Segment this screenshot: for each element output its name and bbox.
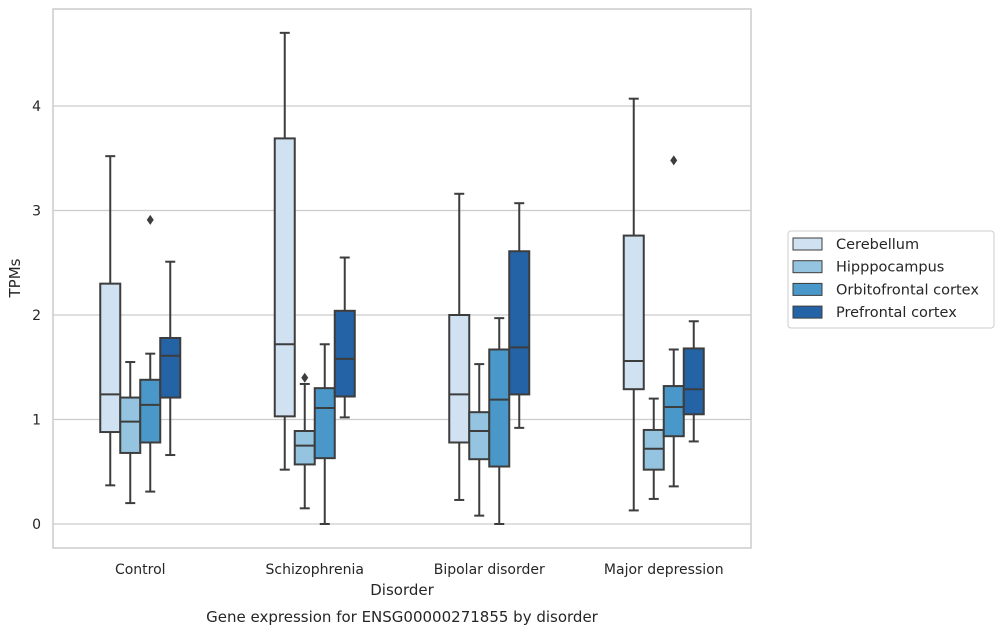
box-body (488, 348, 511, 468)
box-body (662, 385, 685, 438)
box-body (159, 336, 182, 399)
box-1-3 (139, 214, 162, 493)
box-body (99, 282, 122, 434)
box-groups (99, 31, 705, 525)
y-tick-labels: 0 1 2 3 4 (32, 99, 41, 533)
box-body (448, 314, 471, 444)
x-tick-label: Schizophrenia (266, 562, 364, 578)
box-1-4 (159, 260, 182, 457)
box-4-2 (642, 397, 665, 500)
outlier-point (301, 372, 309, 383)
y-tick-label: 1 (32, 413, 41, 429)
outlier-point (670, 155, 678, 166)
legend-frame (787, 230, 995, 329)
box-3-4 (508, 202, 531, 429)
box-body (333, 309, 356, 398)
box-2-4 (333, 256, 356, 419)
legend: Cerebellum Hipppocampus Orbitofrontal cort… (787, 230, 995, 329)
y-axis-label: TPMs (6, 258, 24, 298)
y-tick-label: 0 (32, 517, 41, 533)
legend-swatch (792, 305, 823, 319)
chart-caption: Gene expression for ENSG00000271855 by d… (206, 608, 599, 626)
box-body (642, 428, 665, 471)
legend-label: Cerebellum (836, 237, 919, 253)
legend-swatch (792, 260, 823, 274)
y-tick-label: 4 (32, 99, 41, 115)
outlier-point (146, 214, 154, 225)
legend-swatch (792, 237, 823, 251)
box-2-2 (293, 372, 316, 510)
box-4-3 (662, 155, 685, 488)
box-2-3 (313, 343, 336, 525)
x-tick-label: Bipolar disorder (434, 562, 545, 578)
y-tick-label: 3 (32, 204, 41, 220)
box-4-4 (682, 320, 705, 443)
box-body (119, 396, 142, 454)
box-body (293, 429, 316, 466)
legend-label: Hipppocampus (836, 260, 944, 276)
box-body (313, 387, 336, 460)
box-body (682, 347, 705, 416)
box-1-1 (99, 155, 122, 487)
box-3-2 (468, 363, 491, 517)
legend-label: Prefrontal cortex (836, 305, 957, 321)
box-body (273, 137, 296, 418)
box-body (468, 411, 491, 461)
box-4-1 (622, 97, 645, 512)
legend-label: Orbitofrontal cortex (836, 282, 979, 298)
y-tick-label: 2 (32, 308, 41, 324)
x-axis-label: Disorder (370, 581, 434, 599)
x-tick-labels: Control Schizophrenia Bipolar disorder Majo… (115, 562, 724, 578)
box-3-1 (448, 192, 471, 501)
x-tick-label: Major depression (604, 562, 724, 578)
legend-swatch (792, 282, 823, 296)
plot-frame (52, 8, 752, 549)
box-2-1 (273, 31, 296, 471)
box-body (508, 250, 531, 396)
x-tick-label: Control (115, 562, 166, 578)
box-body (622, 234, 645, 391)
box-3-3 (488, 317, 511, 525)
box-body (139, 378, 162, 444)
box-1-2 (119, 361, 142, 505)
